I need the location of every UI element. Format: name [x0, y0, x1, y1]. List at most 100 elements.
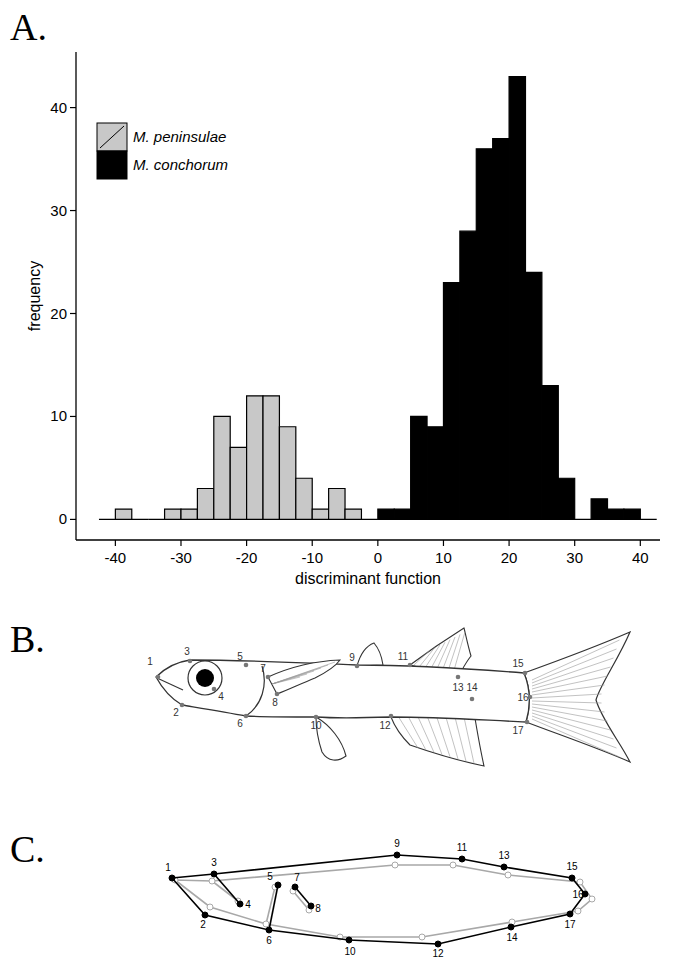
x-tick [443, 540, 444, 546]
landmark-point [188, 659, 193, 664]
landmark-label: 14 [466, 682, 478, 693]
fin-ray [532, 719, 620, 757]
landmark-label: 10 [344, 946, 356, 957]
black-shape-point [237, 901, 243, 907]
landmark-label: 14 [506, 932, 518, 943]
x-tick-label: -30 [170, 549, 192, 566]
landmark-label: 9 [349, 652, 355, 663]
x-tick [508, 540, 509, 546]
landmark-overlay: 1234567891011121314151617 [165, 838, 595, 959]
histogram-bar [197, 489, 213, 520]
x-tick [574, 540, 575, 546]
fin-ray [407, 714, 426, 750]
landmark-point [408, 663, 413, 668]
legend-label: M. peninsulae [133, 128, 226, 145]
histogram-bar [296, 478, 312, 519]
y-tick-label: 20 [50, 305, 67, 322]
fin-ray [532, 713, 614, 739]
landmark-point [470, 697, 475, 702]
fin-ray [532, 716, 617, 748]
fin-ray [414, 650, 430, 665]
fin-ray [532, 707, 608, 721]
fin-ray [398, 716, 418, 748]
landmark-point [355, 664, 360, 669]
histogram-bar [263, 396, 279, 520]
landmark-point [244, 714, 249, 719]
fin-ray [532, 710, 611, 730]
histogram-bar [148, 519, 164, 520]
black-shape-point [394, 852, 400, 858]
fin-ray [532, 704, 605, 712]
histogram-bar [230, 447, 246, 519]
fin-ray [272, 665, 328, 684]
legend-swatch [97, 151, 127, 179]
landmark-label: 6 [266, 935, 272, 946]
legend-swatch [97, 123, 127, 151]
figure: A.B.C.-40-30-20-10010203040010203040disc… [0, 0, 676, 967]
x-tick-label: 30 [566, 549, 583, 566]
histogram-bar [165, 509, 181, 519]
x-tick-label: -10 [301, 549, 323, 566]
fin-ray [272, 668, 321, 684]
black-shape-link [269, 885, 278, 930]
fin-ray [532, 694, 602, 698]
x-tick [115, 540, 116, 546]
landmark-label: 6 [237, 718, 243, 729]
histogram-bar [345, 509, 361, 519]
black-shape-point [211, 871, 217, 877]
histogram-bar [493, 138, 509, 519]
landmark-point [525, 720, 530, 725]
x-tick [312, 540, 313, 546]
landmark-label: 1 [165, 862, 171, 873]
histogram-bar [509, 77, 525, 520]
x-axis-title: discriminant function [295, 570, 441, 587]
x-tick [640, 540, 641, 546]
histogram-bar [99, 519, 115, 520]
histogram-bar [460, 231, 476, 519]
fin-ray [272, 674, 307, 684]
landmark-label: 7 [260, 663, 266, 674]
gray-shape-point [209, 878, 215, 884]
black-shape-point [459, 856, 465, 862]
black-shape-point [202, 912, 208, 918]
landmark-label: 12 [379, 720, 391, 731]
panel-label: C. [10, 828, 45, 870]
y-tick [70, 416, 76, 417]
landmark-label: 5 [237, 651, 243, 662]
histogram-bar [542, 386, 558, 520]
eye [188, 661, 222, 695]
pupil [196, 669, 214, 687]
landmark-label: 11 [398, 651, 409, 662]
landmark-label: 12 [432, 948, 444, 959]
gray-shape-point [575, 908, 581, 914]
histogram-bar [558, 478, 574, 519]
histogram-bar [443, 283, 459, 520]
fin-ray [532, 701, 602, 703]
landmark-label: 2 [173, 707, 179, 718]
histogram-bar [591, 499, 607, 520]
black-shape-point [292, 884, 298, 890]
landmark-point [212, 687, 217, 692]
landmark-label: 2 [200, 919, 206, 930]
black-shape-link [295, 887, 311, 906]
histogram-bar [115, 509, 131, 519]
y-tick [70, 313, 76, 314]
landmark-point [314, 715, 319, 720]
landmark-point [456, 675, 461, 680]
gray-shape-outline [175, 865, 592, 937]
histogram-bar [608, 509, 624, 519]
black-shape-outline [172, 855, 585, 944]
panel-label: A. [10, 6, 47, 48]
fish-body [156, 660, 530, 722]
landmark-point [275, 692, 280, 697]
landmark-label: 5 [267, 871, 273, 882]
black-shape-point [308, 903, 314, 909]
fish-fin [357, 643, 383, 666]
fin-ray [532, 685, 605, 695]
landmark-label: 15 [566, 861, 578, 872]
landmark-label: 1 [147, 656, 153, 667]
histogram-bar [279, 427, 295, 520]
landmark-label: 3 [184, 646, 190, 657]
landmark-label: 13 [452, 682, 464, 693]
landmark-label: 10 [310, 720, 322, 731]
